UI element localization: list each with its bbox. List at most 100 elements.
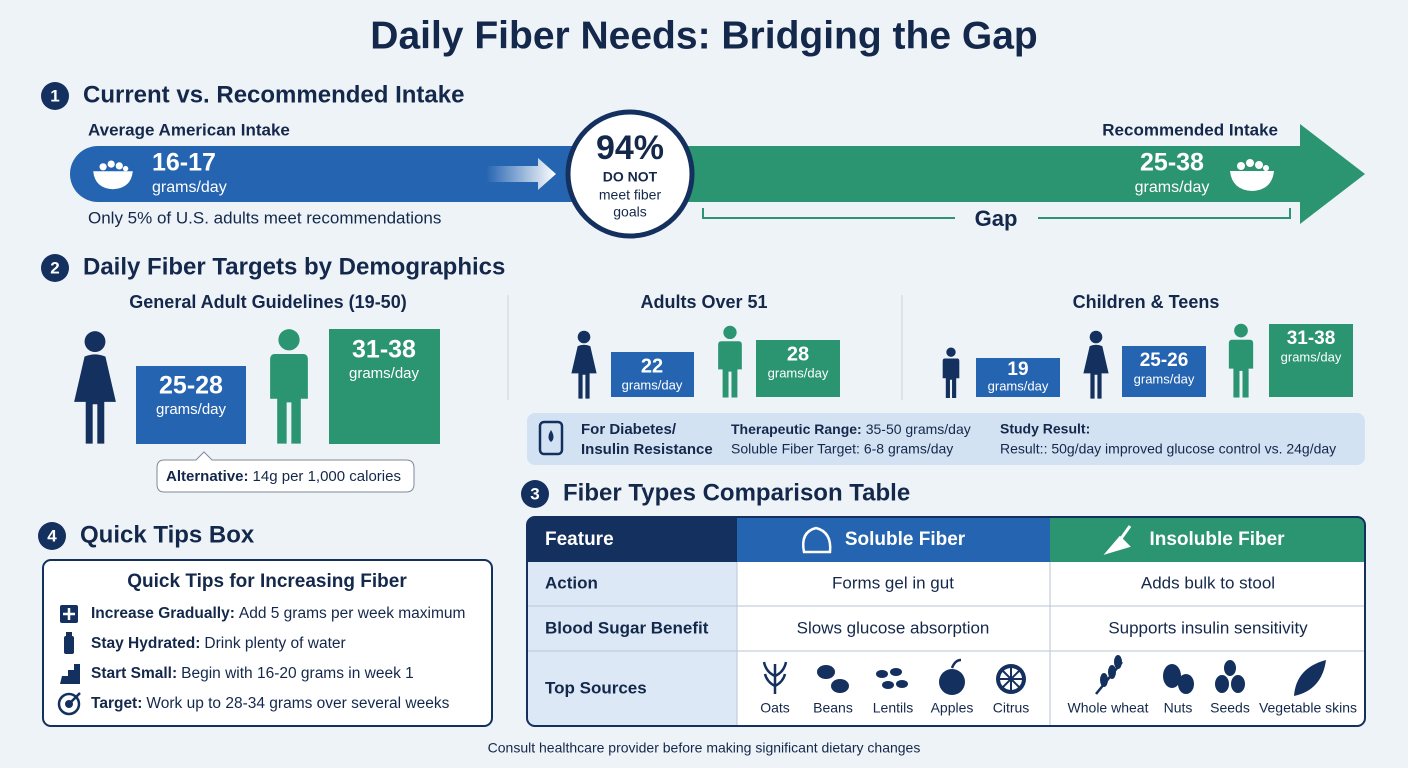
target-box — [976, 358, 1060, 397]
tip-icons — [57, 605, 81, 716]
current-label: Average American Intake — [88, 120, 290, 139]
shape — [1178, 674, 1194, 694]
arrow-icon — [486, 158, 556, 190]
gap-bracket — [702, 208, 1291, 219]
diabetes-title: For Diabetes/ — [581, 421, 677, 438]
stat-line: DO NOT — [603, 169, 658, 185]
tip: Increase Gradually: Add 5 grams per week … — [91, 605, 465, 622]
alternative-value: 14g per 1,000 calories — [253, 468, 401, 485]
range-value: 35-50 grams/day — [866, 421, 971, 437]
recommended-arrow — [670, 124, 1365, 224]
section-heading: Daily Fiber Targets by Demographics — [83, 253, 505, 280]
target-unit: grams/day — [768, 365, 829, 380]
shape — [1163, 664, 1181, 688]
table-grid — [527, 562, 1365, 726]
tips-title: Quick Tips for Increasing Fiber — [127, 571, 407, 592]
header-text: Insoluble Fiber — [1149, 529, 1285, 550]
target-unit: grams/day — [988, 378, 1049, 393]
target-value: 28 — [787, 343, 809, 365]
shape — [63, 608, 75, 620]
source-label: Vegetable skins — [1259, 700, 1357, 716]
footer: Consult healthcare provider before makin… — [488, 740, 921, 756]
target-box — [1269, 324, 1353, 397]
header-text: Feature — [545, 529, 614, 550]
section-heading: Fiber Types Comparison Table — [563, 479, 910, 506]
table-border — [526, 516, 1366, 727]
stat-line: goals — [613, 204, 646, 220]
shape — [68, 692, 81, 705]
row-label: Top Sources — [545, 678, 647, 697]
target-value: 25-26 — [1140, 350, 1189, 371]
tip-label: Increase Gradually: — [91, 605, 235, 622]
source-label: Whole wheat — [1068, 700, 1149, 716]
alternative-text: Alternative: 14g per 1,000 calories — [166, 468, 401, 485]
target-value: 19 — [1007, 359, 1028, 380]
tip: Stay Hydrated: Drink plenty of water — [91, 635, 346, 652]
range-label: Therapeutic Range: — [731, 421, 862, 437]
group-title: Adults Over 51 — [640, 292, 767, 312]
man-icon — [718, 325, 742, 398]
tips-box — [42, 559, 493, 727]
shape — [1215, 675, 1229, 693]
tip-label: Start Small: — [91, 665, 177, 682]
cell-text: Supports insulin sensitivity — [1108, 618, 1308, 637]
section-heading: Quick Tips Box — [80, 521, 255, 548]
shape — [882, 681, 894, 689]
shape — [1231, 675, 1245, 693]
current-bar — [70, 146, 600, 202]
source-label: Seeds — [1210, 700, 1250, 716]
target-value: 22 — [641, 355, 663, 377]
target-box — [1122, 346, 1206, 397]
shape — [950, 658, 962, 669]
shape — [1100, 673, 1108, 687]
target-value: 25-28 — [159, 372, 223, 400]
alternative-label: Alternative: — [166, 468, 249, 485]
cell-text: Slows glucose absorption — [797, 618, 990, 637]
header-text: Soluble Fiber — [845, 529, 966, 550]
man-icon — [270, 329, 308, 444]
current-note: Only 5% of U.S. adults meet recommendati… — [88, 208, 441, 227]
section-number: 4 — [47, 526, 57, 545]
drop-icon — [802, 526, 832, 554]
target-box — [329, 329, 440, 444]
source-label: Oats — [760, 700, 790, 716]
shape — [1114, 655, 1122, 669]
recommended-unit: grams/day — [1135, 179, 1210, 196]
cell-text: Forms gel in gut — [832, 573, 954, 592]
section-heading: Current vs. Recommended Intake — [83, 81, 464, 108]
tip: Target: Work up to 28-34 grams over sever… — [91, 695, 450, 712]
tip: Start Small: Begin with 16-20 grams in we… — [91, 665, 414, 682]
shape — [890, 668, 902, 676]
target-value: 31-38 — [1287, 328, 1336, 349]
target-box — [756, 340, 840, 397]
shape — [831, 679, 849, 693]
shape — [1108, 665, 1116, 679]
drop-icon — [548, 430, 554, 442]
title: Daily Fiber Needs: Bridging the Gap — [370, 14, 1037, 57]
row-label: Blood Sugar Benefit — [545, 618, 709, 637]
section-badge — [41, 254, 69, 282]
feature-column — [527, 562, 737, 726]
source-label: Nuts — [1164, 700, 1193, 716]
study-text: Result:: 50g/day improved glucose contro… — [1000, 441, 1336, 457]
stat-line: meet fiber — [599, 187, 662, 203]
target-unit: grams/day — [1281, 349, 1342, 364]
target-box — [136, 366, 246, 444]
child-icon — [942, 347, 960, 398]
shape — [57, 692, 81, 716]
recommended-label: Recommended Intake — [1102, 120, 1278, 139]
section-badge — [38, 522, 66, 550]
section-badge — [41, 82, 69, 110]
current-unit: grams/day — [152, 179, 227, 196]
shape — [762, 661, 788, 694]
shape — [64, 636, 74, 654]
soluble-target: Soluble Fiber Target: 6-8 grams/day — [731, 441, 953, 457]
range-text: Therapeutic Range: 35-50 grams/day — [731, 421, 971, 437]
broom-icon — [1103, 525, 1132, 555]
shape — [876, 670, 888, 678]
header-cell — [527, 517, 737, 562]
gap-label: Gap — [975, 206, 1018, 231]
tip-text: Drink plenty of water — [204, 635, 345, 652]
